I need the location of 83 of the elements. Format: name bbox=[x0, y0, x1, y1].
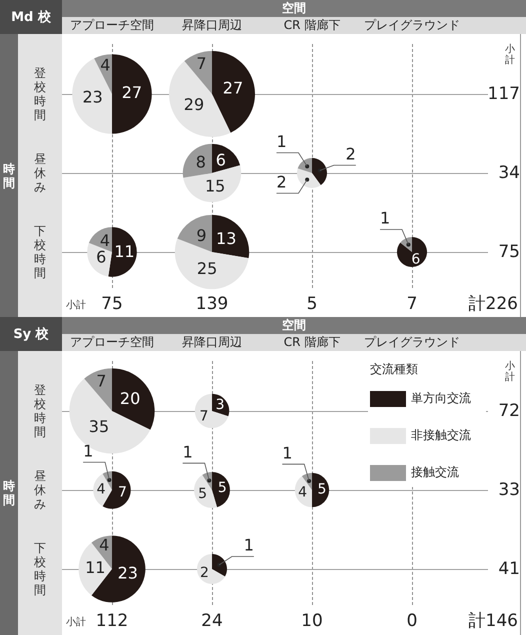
category-label: アプローチ空間 bbox=[69, 334, 155, 351]
text: 0 bbox=[406, 611, 418, 631]
data-label: 9 bbox=[196, 226, 207, 246]
text: 5 bbox=[306, 294, 318, 314]
category-label: 登校時間 bbox=[34, 66, 46, 122]
data-label: 20 bbox=[120, 388, 140, 408]
text: 時間 bbox=[2, 479, 16, 507]
text: 112 bbox=[96, 611, 128, 631]
data-label: 5 bbox=[198, 486, 207, 502]
data-label: 11 bbox=[85, 558, 106, 578]
category-label: 下校時間 bbox=[34, 224, 46, 280]
category-label: 昼休み bbox=[34, 468, 46, 511]
legend-label: 単方向交流 bbox=[411, 390, 471, 407]
data-label: 25 bbox=[196, 259, 218, 278]
data-label: 7 bbox=[96, 370, 106, 390]
category-label: 117 bbox=[488, 84, 520, 104]
data-label: 23 bbox=[82, 87, 103, 106]
data-label: 6 bbox=[216, 150, 226, 170]
category-label: 33 bbox=[498, 480, 520, 500]
data-label: 15 bbox=[204, 176, 226, 196]
data-label: 1 bbox=[244, 536, 254, 555]
data-label: 1 bbox=[276, 132, 287, 151]
legend-label: 接触交流 bbox=[411, 464, 459, 481]
category-label: プレイグラウンド bbox=[363, 334, 461, 351]
data-label: 35 bbox=[88, 416, 110, 436]
data-label: 4 bbox=[298, 484, 308, 501]
text: 139 bbox=[196, 294, 228, 314]
text: 計146 bbox=[468, 610, 518, 633]
category-label: 75 bbox=[498, 242, 520, 262]
legend-title: 交流種類 bbox=[370, 361, 419, 378]
data-label: 3 bbox=[216, 396, 224, 412]
category-label: 72 bbox=[498, 400, 520, 421]
data-label: 4 bbox=[99, 536, 110, 555]
data-label: 1 bbox=[83, 441, 94, 460]
text: 空間 bbox=[62, 0, 526, 17]
text: 75 bbox=[101, 294, 123, 314]
data-label: 4 bbox=[100, 231, 110, 250]
text: 小計 bbox=[66, 616, 86, 630]
legend-label: 非接触交流 bbox=[411, 427, 471, 444]
data-label: 2 bbox=[276, 172, 287, 192]
data-label: 1 bbox=[182, 442, 193, 462]
data-label: 6 bbox=[411, 252, 420, 268]
data-label: 7 bbox=[118, 484, 127, 500]
data-label: 13 bbox=[216, 229, 236, 248]
data-label: 1 bbox=[282, 443, 292, 462]
data-label: 11 bbox=[114, 242, 135, 262]
category-label: 昇降口周辺 bbox=[181, 17, 243, 34]
category-label: 登校時間 bbox=[34, 382, 46, 439]
category-label: CR 階廊下 bbox=[284, 18, 340, 32]
category-label: 41 bbox=[498, 559, 520, 580]
category-label: 下校時間 bbox=[34, 541, 46, 598]
data-label: 5 bbox=[317, 482, 326, 498]
category-label: 昼休み bbox=[34, 152, 46, 194]
data-label: 4 bbox=[96, 482, 106, 498]
data-label: 2 bbox=[346, 144, 356, 164]
text: Sy 校 bbox=[0, 317, 62, 351]
text: 小計 bbox=[504, 44, 516, 66]
data-label: 7 bbox=[196, 54, 207, 73]
data-label: 7 bbox=[200, 408, 208, 424]
text: 時間 bbox=[2, 162, 16, 190]
text: 24 bbox=[201, 611, 223, 631]
data-label: 23 bbox=[118, 564, 138, 583]
text: 10 bbox=[301, 611, 323, 631]
data-label: 1 bbox=[380, 208, 390, 228]
data-label: 27 bbox=[122, 82, 142, 102]
text: 空間 bbox=[62, 317, 526, 334]
category-label: 昇降口周辺 bbox=[181, 334, 243, 351]
category-label: プレイグラウンド bbox=[363, 17, 461, 34]
data-label: 6 bbox=[96, 248, 106, 267]
data-label: 2 bbox=[200, 565, 209, 582]
text: 7 bbox=[406, 294, 418, 314]
data-label: 29 bbox=[184, 94, 204, 114]
data-label: 8 bbox=[196, 152, 206, 172]
data-label: 4 bbox=[100, 54, 110, 74]
category-label: 34 bbox=[498, 162, 520, 183]
text: Md 校 bbox=[0, 0, 62, 34]
text: 小計 bbox=[66, 298, 86, 313]
data-label: 27 bbox=[222, 78, 244, 98]
data-label: 5 bbox=[218, 480, 227, 496]
text: 計226 bbox=[468, 293, 518, 316]
category-label: CR 階廊下 bbox=[284, 335, 340, 349]
text: 小計 bbox=[504, 361, 516, 383]
category-label: アプローチ空間 bbox=[69, 17, 155, 34]
